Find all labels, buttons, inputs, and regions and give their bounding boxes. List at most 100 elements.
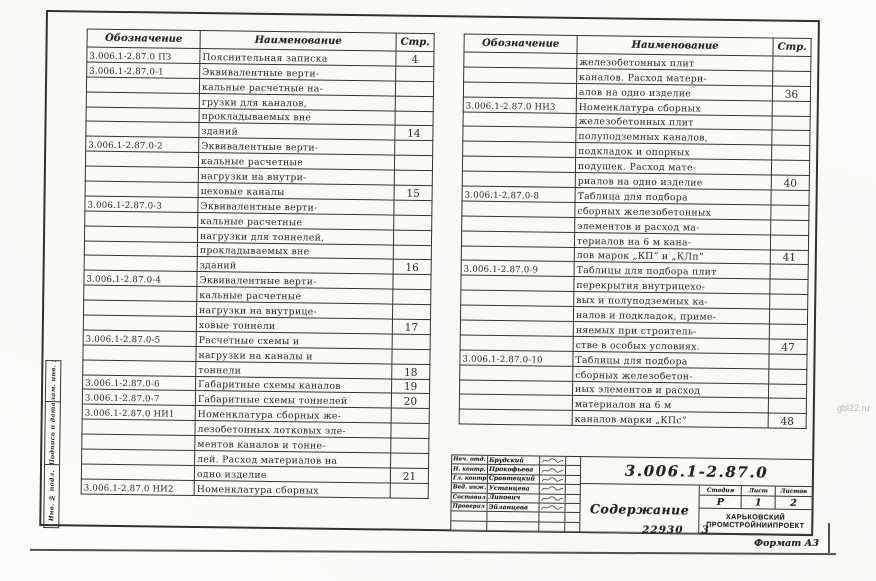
cell-page: 14 [394,125,434,141]
title-block: Нач. отд. Брудский Н. контр. Прокофьева [450,454,814,537]
cell-designation: 3.006.1-2.87.0-5 [83,329,197,347]
cell-designation [463,111,577,128]
cell-page [769,294,808,310]
doc-number: 3.006.1-2.87.0 [580,457,813,488]
cell-page [394,170,433,186]
cell-designation [463,66,577,84]
signature-name: Эйланцева [487,502,540,512]
cell-page [392,304,431,320]
cell-designation [459,364,573,382]
cell-page: 16 [393,259,432,275]
signature-name: Сравтецкий [487,474,540,484]
cell-designation: 3.006.1-2.87.0-1 [86,61,200,79]
cell-designation [81,463,195,481]
margin-stamp: Взам. инв. № [44,360,62,402]
cell-designation [85,181,199,198]
sheets-value: 2 [774,496,812,511]
drawing-sheet-frame: Взам. инв. № Подпись и дата Инв. № подл.… [39,10,820,537]
stage-grid: Стадия Лист Листов Р 1 2 ХАРЬКОВСКИЙ ПРО… [699,485,812,536]
cell-page [394,140,433,156]
signature-row: Н. контр. Прокофьева [451,464,581,476]
signature-row: Составил Липович [451,492,580,504]
cell-designation [85,121,200,138]
signature-name: Устанцева [487,483,540,494]
cell-designation [459,409,573,426]
cell-designation [462,126,577,143]
cell-page [770,204,810,221]
cell-designation [460,290,574,307]
cell-designation [459,379,573,396]
cell-designation: 3.006.1-2.87.0 ПЗ [86,47,201,64]
cell-page [393,199,433,216]
margin-stamp-label: Взам. инв. № [49,360,57,402]
cell-designation [83,285,197,302]
cell-page: 18 [391,363,430,380]
signature-role: Вед. инж. [451,483,488,493]
sheets-header: Листов [774,486,812,498]
cell-designation [86,106,200,123]
cell-designation [85,166,199,183]
order-sheet-number: 3 [701,524,710,536]
cell-designation: 3.006.1-2.87.0-4 [83,270,198,287]
margin-stamps: Взам. инв. № Подпись и дата Инв. № подл. [43,360,62,529]
cell-designation [83,300,197,317]
cell-designation [461,230,575,248]
cell-designation: 3.006.1-2.87.0 НИ3 [463,96,577,114]
col-header-designation: Обозначение [463,33,578,54]
cell-designation [83,315,197,332]
cell-page [395,110,434,127]
cell-designation [82,344,197,362]
signature-role: Нач. отд. [452,455,489,465]
cell-page [392,289,431,305]
cell-designation: 3.006.1-2.87.0 НИ1 [82,404,196,421]
cell-designation [460,305,574,322]
signature-icon [539,475,566,484]
sheet-header: Лист [741,486,775,497]
cell-designation [463,51,577,69]
cell-page [770,234,809,251]
cell-designation [460,275,575,292]
cell-page [393,229,432,246]
cell-page [772,56,811,72]
cell-designation [84,225,198,243]
cell-page [770,219,809,236]
cell-page [771,130,810,146]
cell-designation [462,156,576,173]
cell-page [390,423,430,439]
cell-designation [84,240,198,257]
cell-page [770,264,809,280]
cell-page [771,145,810,161]
cell-page [769,309,808,325]
cell-page [390,453,429,469]
signature-role: Н. контр. [451,464,489,474]
cell-page [395,95,434,112]
signature-row: Вед. инж. Устанцева [451,483,580,495]
watermark: gbl22.ru [837,403,870,413]
cell-designation [86,76,200,94]
margin-stamp: Подпись и дата [44,401,61,465]
toc-table-right: Обозначение Наименование Стр. железобето… [459,33,812,429]
signature-name: Прокофьева [487,465,541,475]
cell-designation [81,419,196,436]
col-header-page: Стр. [772,38,812,57]
cell-designation [461,215,575,233]
cell-page [772,70,811,87]
cell-name: Номенклатура сборных [194,480,391,498]
signature-date-cell [566,466,580,475]
cell-page: 19 [391,378,430,395]
signature-role: Гл. контр. [451,474,488,483]
cell-designation [86,91,200,109]
cell-page [393,214,432,231]
cell-page: 17 [392,319,431,335]
cell-designation [84,210,198,228]
cell-page [390,482,429,499]
cell-page [772,100,811,117]
cell-page [391,408,430,424]
cell-designation: 3.006.1-2.87.0-10 [459,349,574,367]
title-block-signature-grid: Нач. отд. Брудский Н. контр. Прокофьева [451,455,582,533]
cell-designation [81,449,195,466]
cell-page: 40 [771,175,810,191]
page-bottom-edge [30,548,836,555]
signature-date-cell [565,504,579,513]
